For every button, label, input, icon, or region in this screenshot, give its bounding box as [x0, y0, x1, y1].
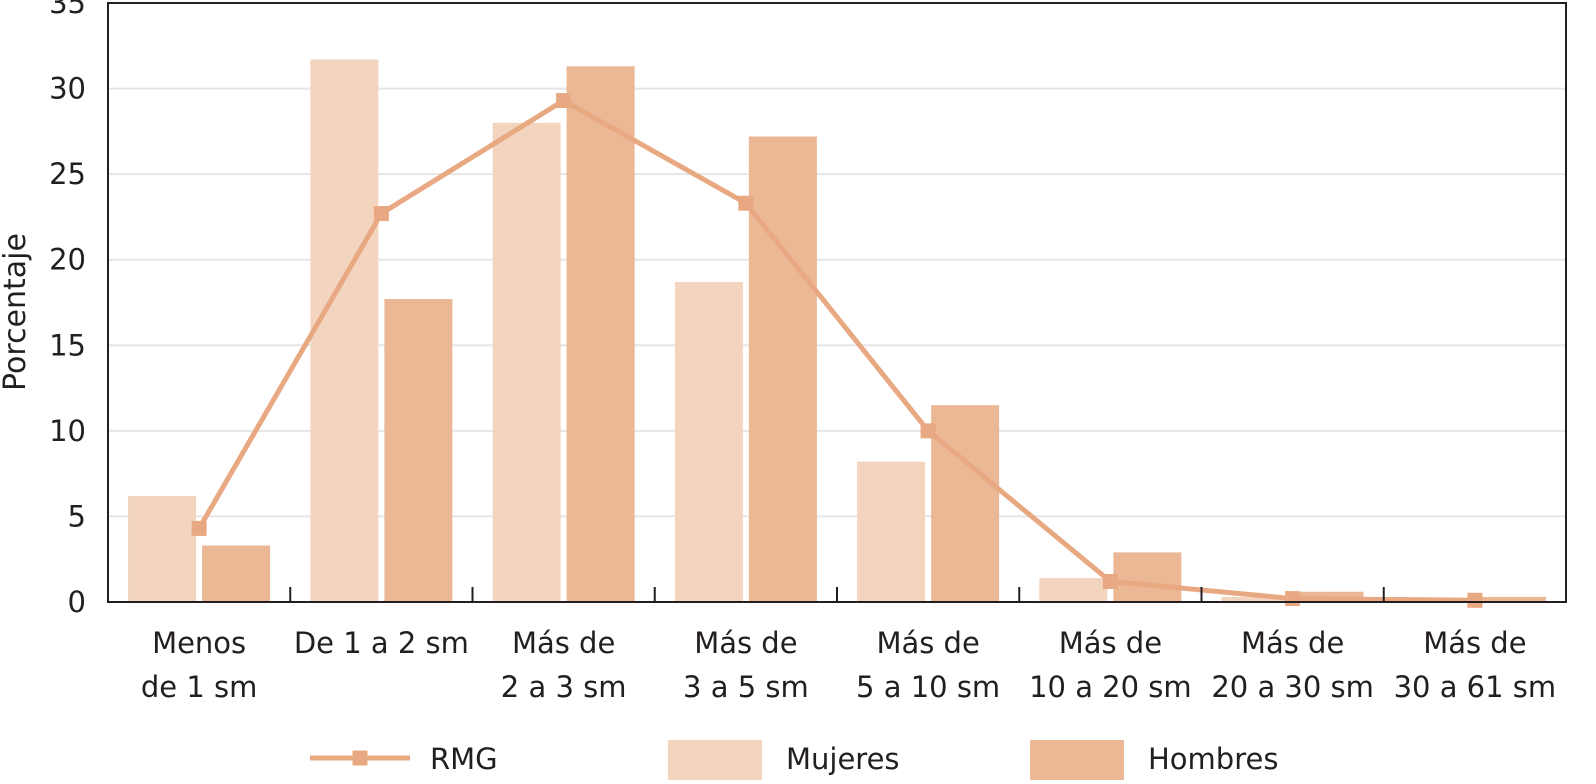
y-axis-title: Porcentaje	[0, 233, 33, 391]
marker-rmg-4	[920, 423, 936, 439]
x-category-label: Más de	[1241, 626, 1344, 660]
line-layer	[191, 93, 1483, 608]
bar-mujeres-0	[128, 495, 197, 602]
axis-layer	[107, 2, 1567, 603]
bar-mujeres-1	[310, 59, 379, 602]
bar-hombres-3	[748, 136, 817, 602]
marker-rmg-2	[556, 93, 572, 109]
y-tick-label: 5	[68, 499, 86, 533]
line-rmg	[196, 98, 1475, 603]
x-category-label: 2 a 3 sm	[501, 670, 627, 704]
y-tick-label: 20	[49, 243, 86, 277]
y-tick-label: 30	[49, 72, 86, 106]
legend-swatch-hombres	[1030, 740, 1124, 780]
x-category-label: de 1 sm	[141, 670, 258, 704]
x-category-label: Menos	[152, 626, 246, 660]
bar-hombres-2	[566, 66, 635, 602]
legend-marker-rmg	[352, 750, 368, 766]
x-category-label: Más de	[694, 626, 797, 660]
x-category-label: Más de	[876, 626, 979, 660]
x-category-label: 30 a 61 sm	[1394, 670, 1557, 704]
y-tick-label: 0	[68, 585, 86, 619]
bar-hombres-0	[202, 545, 271, 602]
bar-mujeres-3	[674, 281, 743, 602]
y-tick-label: 35	[49, 0, 86, 20]
x-category-label: De 1 a 2 sm	[294, 626, 469, 660]
marker-rmg-5	[1102, 573, 1118, 589]
bar-mujeres-2	[492, 122, 561, 603]
x-category-label: 10 a 20 sm	[1029, 670, 1192, 704]
marker-rmg-7	[1467, 592, 1483, 608]
label-layer: 0 5 10 15 20 25 30 35 Menos de 1 sm De 1 a 2 sm Más…	[49, 0, 1556, 704]
legend: RMG Mujeres Hombres	[310, 740, 1278, 780]
marker-rmg-6	[1285, 591, 1301, 607]
x-category-label: 20 a 30 sm	[1211, 670, 1374, 704]
y-tick-label: 15	[49, 328, 86, 362]
bar-hombres-1	[384, 299, 453, 602]
legend-label-rmg: RMG	[430, 742, 498, 776]
legend-label-mujeres: Mujeres	[786, 742, 900, 776]
legend-label-hombres: Hombres	[1148, 742, 1278, 776]
bar-hombres-4	[931, 405, 1000, 602]
x-category-label: Más de	[512, 626, 615, 660]
x-category-label: 5 a 10 sm	[856, 670, 1000, 704]
bar-hombres-7	[1477, 596, 1546, 602]
marker-rmg-0	[191, 520, 207, 536]
y-tick-label: 25	[49, 157, 86, 191]
x-category-label: Más de	[1059, 626, 1162, 660]
bar-mujeres-5	[1039, 578, 1108, 602]
x-category-label: Más de	[1423, 626, 1526, 660]
bar-layer	[128, 59, 1546, 603]
marker-rmg-3	[738, 195, 754, 211]
bar-mujeres-6	[1221, 596, 1290, 602]
marker-rmg-1	[373, 206, 389, 222]
x-category-label: 3 a 5 sm	[683, 670, 809, 704]
bar-mujeres-4	[857, 461, 926, 602]
bar-hombres-5	[1113, 552, 1182, 602]
legend-swatch-mujeres	[668, 740, 762, 780]
y-tick-label: 10	[49, 414, 86, 448]
